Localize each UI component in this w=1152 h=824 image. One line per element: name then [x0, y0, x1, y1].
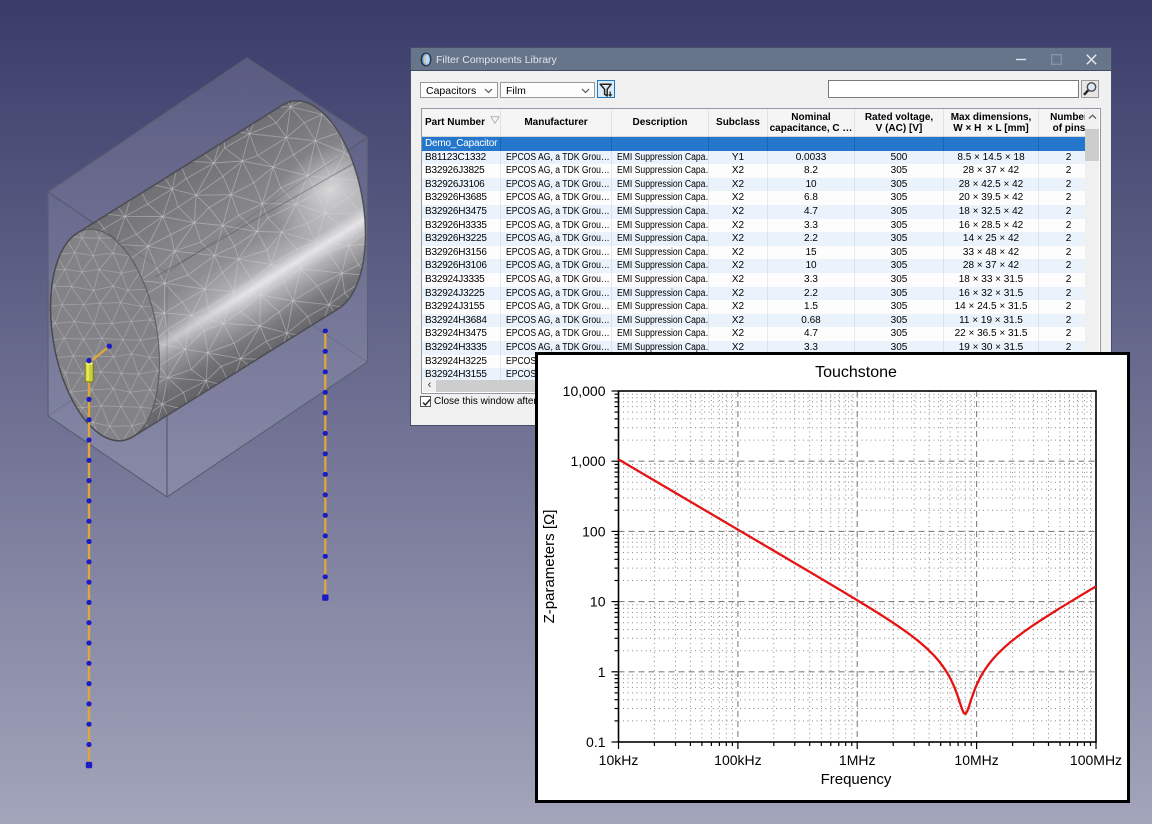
svg-text:100: 100: [582, 523, 606, 539]
svg-text:10kHz: 10kHz: [599, 752, 639, 768]
svg-text:10MHz: 10MHz: [954, 752, 998, 768]
svg-text:10: 10: [590, 594, 606, 610]
svg-text:1,000: 1,000: [570, 453, 605, 469]
svg-text:Touchstone: Touchstone: [815, 364, 897, 381]
svg-text:1: 1: [598, 664, 606, 680]
svg-text:1MHz: 1MHz: [839, 752, 876, 768]
svg-text:10,000: 10,000: [563, 383, 606, 399]
svg-text:0.1: 0.1: [586, 734, 606, 750]
svg-text:100MHz: 100MHz: [1070, 752, 1122, 768]
svg-text:Z-parameters [Ω]: Z-parameters [Ω]: [541, 510, 558, 624]
svg-text:Frequency: Frequency: [821, 771, 892, 788]
svg-text:100kHz: 100kHz: [714, 752, 761, 768]
